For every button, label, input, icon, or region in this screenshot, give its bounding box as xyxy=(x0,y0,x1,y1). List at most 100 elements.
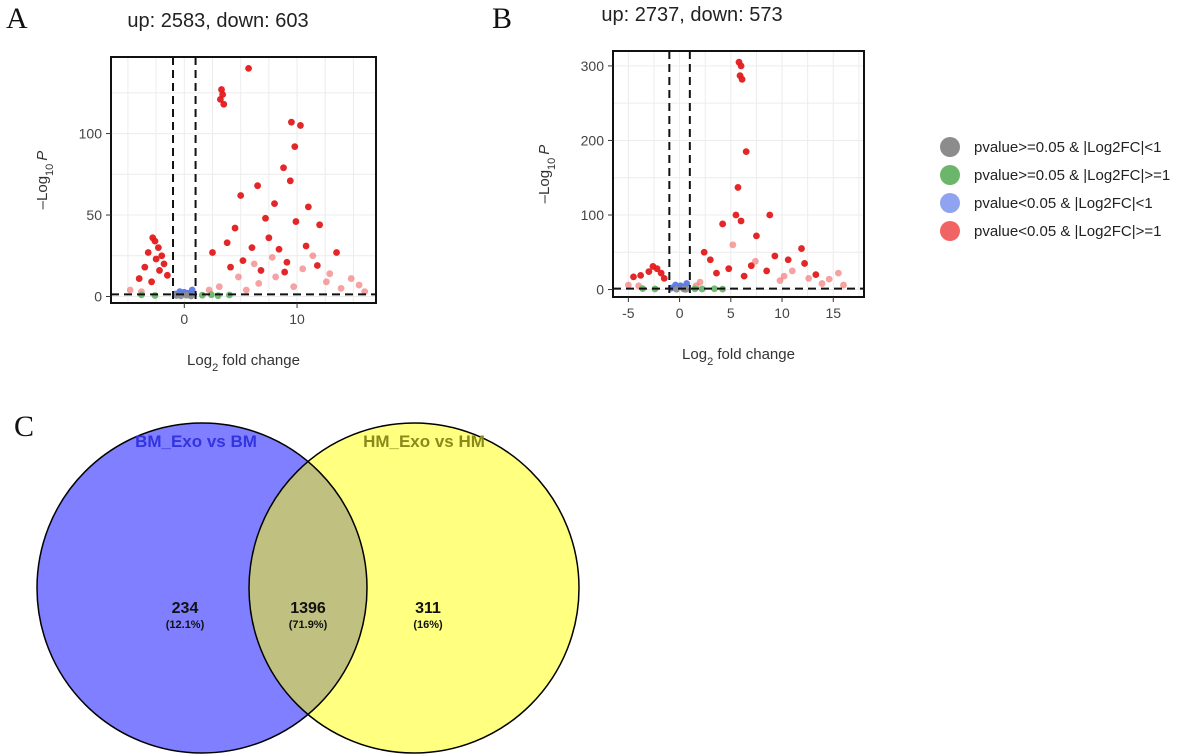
y-tick-label: 200 xyxy=(581,132,605,148)
data-point xyxy=(299,265,307,273)
data-point xyxy=(280,164,287,172)
data-point xyxy=(235,273,242,281)
data-point xyxy=(713,269,720,277)
data-point xyxy=(840,281,847,289)
data-point xyxy=(135,275,143,282)
plot-frame xyxy=(612,50,865,298)
legend-label: pvalue>=0.05 & |Log2FC|>=1 xyxy=(974,166,1171,184)
data-point xyxy=(160,260,168,268)
y-tick-label: 0 xyxy=(596,282,604,298)
plot-frame xyxy=(110,56,377,304)
data-point xyxy=(771,252,779,260)
data-point xyxy=(719,220,727,228)
legend-swatch xyxy=(940,137,960,157)
data-point xyxy=(740,272,748,280)
data-point xyxy=(780,272,788,280)
data-point xyxy=(290,283,298,291)
legend-label: pvalue<0.05 & |Log2FC|<1 xyxy=(974,194,1153,212)
data-point xyxy=(207,291,215,299)
data-point xyxy=(237,192,245,199)
data-point xyxy=(309,252,317,260)
data-point xyxy=(355,281,363,289)
chart-title: up: 2737, down: 573 xyxy=(601,4,782,26)
legend-item: pvalue<0.05 & |Log2FC|<1 xyxy=(940,189,1170,217)
data-point xyxy=(151,292,159,299)
data-point xyxy=(163,271,171,279)
venn-region-count: 234 xyxy=(172,600,199,617)
venn-region-percent: (12.1%) xyxy=(166,619,205,631)
x-tick-label: 10 xyxy=(289,311,305,327)
panel-label-c: C xyxy=(14,410,35,443)
y-axis-label: –Log10P xyxy=(34,151,56,210)
data-point xyxy=(151,237,159,245)
x-tick-label: 0 xyxy=(180,311,188,327)
data-point xyxy=(784,256,792,264)
data-point xyxy=(231,224,239,232)
data-point xyxy=(275,245,283,253)
venn-region-percent: (16%) xyxy=(413,619,443,631)
data-point xyxy=(223,239,231,247)
data-point xyxy=(753,232,760,240)
x-tick-label: 0 xyxy=(676,305,684,321)
data-point xyxy=(660,274,668,282)
data-point xyxy=(288,118,295,126)
data-point xyxy=(624,281,632,289)
data-point xyxy=(272,273,280,281)
venn-region-count: 1396 xyxy=(290,600,326,617)
data-point xyxy=(297,122,304,129)
data-point xyxy=(653,265,661,273)
venn-region-percent: (71.9%) xyxy=(289,619,328,631)
legend-item: pvalue>=0.05 & |Log2FC|>=1 xyxy=(940,161,1170,189)
data-point xyxy=(657,269,665,277)
data-point xyxy=(825,275,833,283)
data-point xyxy=(220,100,228,108)
data-point xyxy=(148,278,155,286)
data-point xyxy=(283,258,291,266)
data-point xyxy=(257,267,265,274)
panel-label-b: B xyxy=(492,2,513,35)
y-tick-label: 0 xyxy=(94,288,102,304)
legend-item: pvalue<0.05 & |Log2FC|>=1 xyxy=(940,217,1170,245)
x-tick-label: 15 xyxy=(825,305,841,321)
data-point xyxy=(738,75,746,83)
data-point xyxy=(286,177,294,185)
legend-label: pvalue>=0.05 & |Log2FC|<1 xyxy=(974,138,1162,156)
data-point xyxy=(776,277,784,284)
data-point xyxy=(347,275,355,282)
x-tick-label: 10 xyxy=(774,305,790,321)
venn-diagram: BM_Exo vs BM HM_Exo vs HM 234 (12.1%) 1396 (7… xyxy=(36,422,580,754)
data-point xyxy=(152,255,160,263)
panel-label-a: A xyxy=(6,2,28,35)
data-point xyxy=(209,249,216,256)
data-point xyxy=(158,252,166,260)
data-point xyxy=(250,260,258,268)
data-point xyxy=(215,283,223,291)
venn-circle-right-outline xyxy=(248,422,580,754)
data-point xyxy=(216,95,224,103)
x-tick-label: -5 xyxy=(622,305,635,321)
chart-title: up: 2583, down: 603 xyxy=(127,10,308,32)
data-point xyxy=(637,271,645,279)
data-point xyxy=(245,65,252,72)
data-point xyxy=(271,200,278,208)
legend-item: pvalue>=0.05 & |Log2FC|<1 xyxy=(940,133,1170,161)
data-point xyxy=(304,203,312,211)
data-point xyxy=(788,267,796,275)
data-point xyxy=(673,285,680,293)
data-point xyxy=(292,218,300,225)
data-point xyxy=(302,242,310,250)
venn-set-label-right: HM_Exo vs HM xyxy=(363,432,485,451)
data-point xyxy=(227,263,234,271)
data-point xyxy=(262,214,269,222)
data-point xyxy=(242,286,250,294)
plot-area xyxy=(613,51,864,297)
data-point xyxy=(700,248,708,256)
data-point xyxy=(747,262,755,270)
data-point xyxy=(812,271,820,279)
data-point xyxy=(333,249,340,256)
legend-label: pvalue<0.05 & |Log2FC|>=1 xyxy=(974,222,1162,240)
data-point xyxy=(144,249,152,256)
y-tick-label: 300 xyxy=(581,58,605,74)
y-tick-label: 100 xyxy=(79,126,103,142)
